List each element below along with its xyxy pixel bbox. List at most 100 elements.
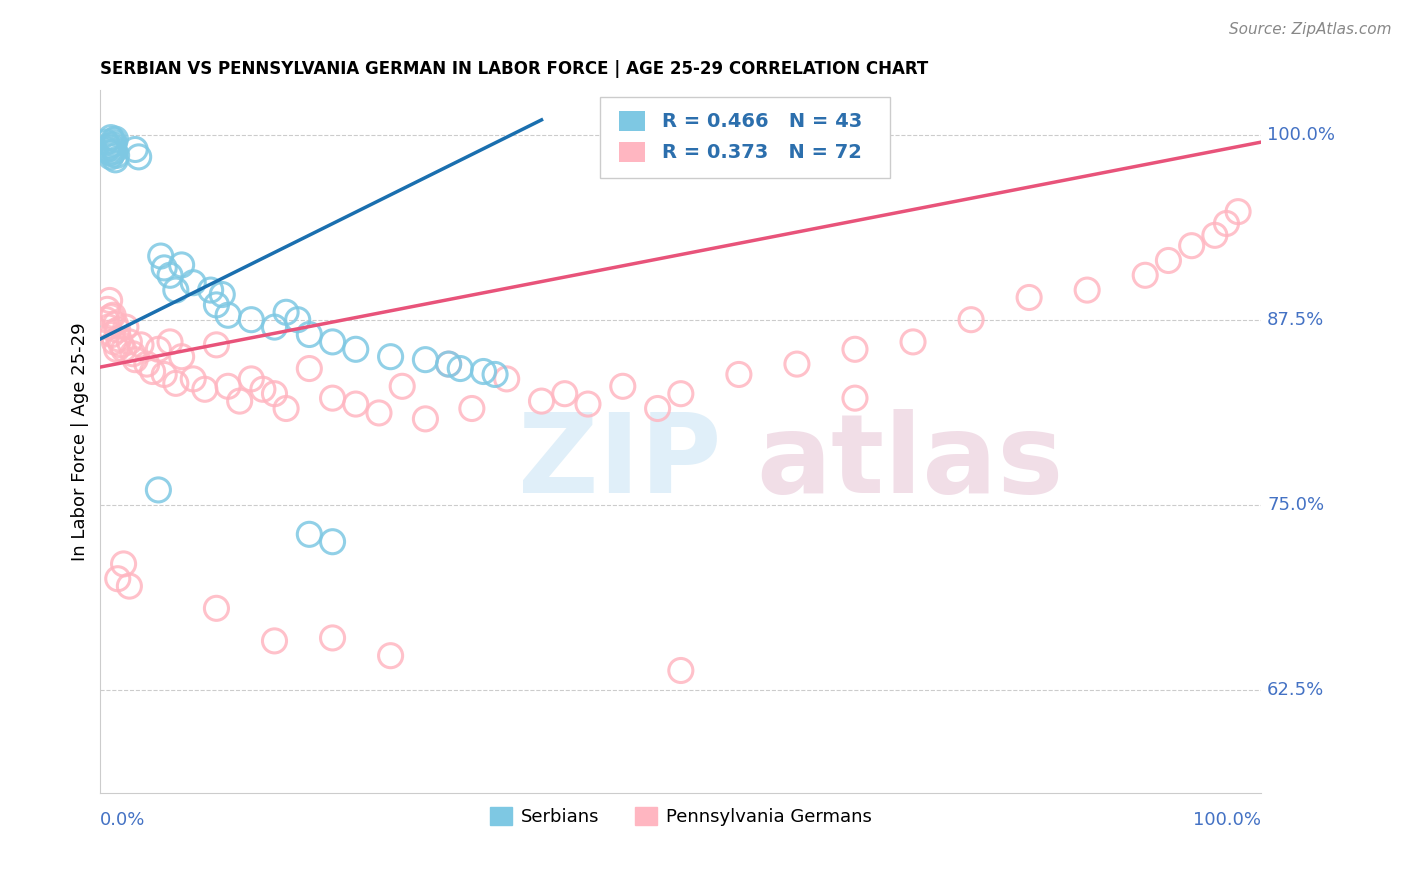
Point bbox=[1157, 253, 1180, 268]
Text: 75.0%: 75.0% bbox=[1267, 496, 1324, 514]
Point bbox=[495, 372, 517, 386]
Point bbox=[322, 334, 344, 349]
Point bbox=[576, 397, 599, 411]
Point bbox=[124, 352, 146, 367]
Point bbox=[101, 327, 124, 342]
Point bbox=[844, 391, 866, 405]
Point bbox=[149, 249, 172, 263]
Text: 87.5%: 87.5% bbox=[1267, 310, 1324, 328]
Point bbox=[380, 350, 402, 364]
Bar bbox=[619, 143, 645, 162]
Point bbox=[148, 343, 170, 357]
Point bbox=[101, 308, 124, 322]
Point bbox=[274, 401, 297, 416]
Point bbox=[298, 327, 321, 342]
Point bbox=[103, 144, 125, 158]
Point bbox=[165, 283, 187, 297]
Point bbox=[228, 394, 250, 409]
Point bbox=[101, 147, 124, 161]
Point bbox=[1215, 217, 1237, 231]
Text: R = 0.466   N = 43: R = 0.466 N = 43 bbox=[662, 112, 862, 131]
Point bbox=[194, 382, 217, 396]
Point bbox=[252, 382, 274, 396]
Point bbox=[181, 372, 204, 386]
Text: 100.0%: 100.0% bbox=[1267, 126, 1336, 144]
Point bbox=[142, 364, 165, 378]
Point bbox=[110, 338, 132, 352]
Point bbox=[1076, 283, 1098, 297]
Point bbox=[148, 483, 170, 497]
Point bbox=[135, 357, 157, 371]
Text: 0.0%: 0.0% bbox=[100, 811, 146, 829]
Point bbox=[263, 320, 285, 334]
Point bbox=[96, 302, 118, 317]
Point bbox=[97, 320, 120, 334]
Text: 100.0%: 100.0% bbox=[1194, 811, 1261, 829]
Point bbox=[159, 334, 181, 349]
Point bbox=[181, 276, 204, 290]
Point bbox=[647, 401, 669, 416]
Point bbox=[669, 664, 692, 678]
Point bbox=[298, 361, 321, 376]
Point bbox=[118, 579, 141, 593]
Legend: Serbians, Pennsylvania Germans: Serbians, Pennsylvania Germans bbox=[482, 800, 879, 833]
Point bbox=[344, 397, 367, 411]
Point bbox=[217, 379, 239, 393]
Text: atlas: atlas bbox=[756, 409, 1064, 516]
Point bbox=[112, 343, 135, 357]
Point bbox=[165, 376, 187, 391]
Point bbox=[98, 145, 121, 160]
Point bbox=[1204, 228, 1226, 243]
Point bbox=[153, 368, 176, 382]
Point bbox=[484, 368, 506, 382]
Point bbox=[415, 352, 437, 367]
Point bbox=[391, 379, 413, 393]
Point bbox=[322, 534, 344, 549]
Text: Source: ZipAtlas.com: Source: ZipAtlas.com bbox=[1229, 22, 1392, 37]
Point bbox=[200, 283, 222, 297]
Point bbox=[159, 268, 181, 283]
Bar bbox=[619, 112, 645, 131]
Point bbox=[554, 386, 576, 401]
Point bbox=[240, 372, 263, 386]
Point bbox=[100, 130, 122, 145]
Point bbox=[240, 312, 263, 326]
Point bbox=[105, 148, 128, 162]
Point bbox=[322, 391, 344, 405]
Point bbox=[101, 138, 124, 153]
Point bbox=[901, 334, 924, 349]
Point bbox=[274, 305, 297, 319]
Point bbox=[449, 361, 471, 376]
Text: R = 0.373   N = 72: R = 0.373 N = 72 bbox=[662, 143, 862, 161]
Point bbox=[128, 150, 150, 164]
Point bbox=[103, 136, 125, 151]
Point bbox=[844, 343, 866, 357]
Point bbox=[205, 338, 228, 352]
Text: ZIP: ZIP bbox=[519, 409, 721, 516]
Point bbox=[263, 633, 285, 648]
Point bbox=[170, 258, 193, 272]
Point bbox=[415, 412, 437, 426]
Point bbox=[461, 401, 484, 416]
Point bbox=[205, 298, 228, 312]
Point bbox=[115, 320, 138, 334]
Y-axis label: In Labor Force | Age 25-29: In Labor Force | Age 25-29 bbox=[72, 323, 89, 561]
Point bbox=[263, 386, 285, 401]
Point bbox=[322, 631, 344, 645]
Point bbox=[96, 312, 118, 326]
Point bbox=[472, 364, 495, 378]
Point bbox=[728, 368, 751, 382]
Point bbox=[101, 141, 124, 155]
Text: 62.5%: 62.5% bbox=[1267, 681, 1324, 698]
Point bbox=[344, 343, 367, 357]
Point bbox=[98, 293, 121, 308]
Point bbox=[298, 527, 321, 541]
Point bbox=[170, 350, 193, 364]
Point bbox=[205, 601, 228, 615]
FancyBboxPatch shape bbox=[599, 97, 890, 178]
Point bbox=[612, 379, 634, 393]
Point bbox=[1018, 291, 1040, 305]
Point bbox=[100, 310, 122, 324]
Point bbox=[124, 143, 146, 157]
Point bbox=[104, 317, 127, 331]
